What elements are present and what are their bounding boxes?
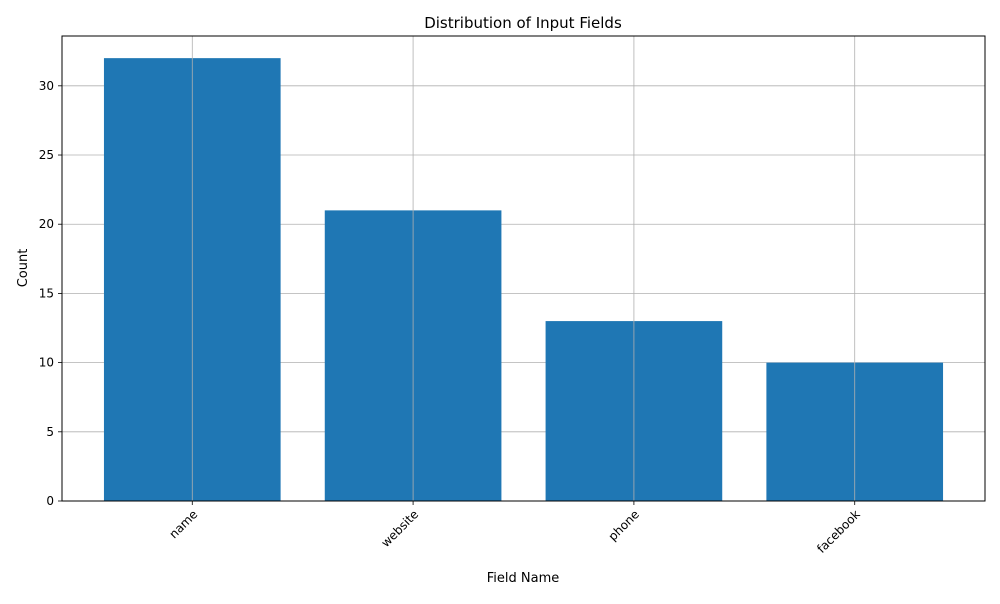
y-axis-ticks: 0 5 10 15 20 25 30: [39, 79, 62, 508]
bars: [103, 58, 944, 502]
y-tick-label: 15: [39, 286, 54, 300]
vertical-grid-lines: [191, 36, 856, 501]
y-tick-label: 5: [46, 425, 54, 439]
y-tick-label: 0: [46, 494, 54, 508]
axes-frame: [61, 35, 986, 502]
x-axis-label: Field Name: [487, 571, 560, 586]
x-tick-label: facebook: [814, 507, 863, 556]
y-tick-label: 30: [39, 79, 54, 93]
x-tick-label: website: [378, 507, 421, 550]
x-tick-label: name: [166, 507, 200, 541]
y-tick-label: 20: [39, 217, 54, 231]
x-tick-label: phone: [606, 507, 642, 543]
y-tick-label: 25: [39, 148, 54, 162]
y-tick-label: 10: [39, 356, 54, 370]
x-axis-ticks: name website phone facebook: [166, 501, 863, 556]
chart-title: Distribution of Input Fields: [424, 14, 622, 32]
y-axis-label: Count: [16, 249, 31, 288]
